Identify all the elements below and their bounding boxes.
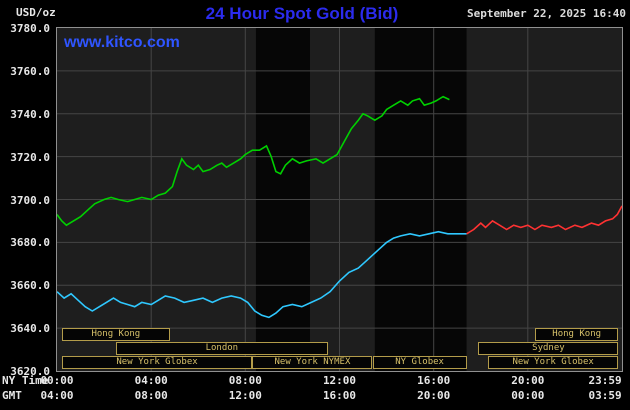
y-tick-label: 3700.0	[10, 193, 50, 207]
session-box-hong-kong: Hong Kong	[534, 328, 619, 341]
x-tick-label: 23:59	[588, 374, 622, 387]
x-tick-label: 16:00	[322, 389, 357, 402]
chart-svg	[57, 28, 622, 371]
x-tick-label: 20:00	[417, 389, 451, 402]
plot-area: Hong Kong Hong Kong London Sydney New York G…	[56, 27, 623, 372]
y-axis-unit-label: USD/oz	[16, 6, 56, 19]
session-box-sydney: Sydney	[478, 342, 619, 355]
session-box-ny-globex: NY Globex	[372, 356, 467, 369]
page-title: 24 Hour Spot Gold (Bid)	[205, 4, 399, 23]
session-box-new-york-globex: New York Globex	[61, 356, 253, 369]
x-tick-label: 20:00	[511, 374, 545, 387]
x-tick-label: 04:00	[134, 374, 168, 387]
x-axis-row-name: NY Time	[2, 374, 49, 387]
x-tick-label: 04:00	[40, 389, 74, 402]
y-tick-label: 3760.0	[10, 64, 50, 78]
y-tick-label: 3640.0	[10, 322, 50, 336]
x-tick-label: 12:00	[228, 389, 262, 402]
session-box-hong-kong: Hong Kong	[61, 328, 170, 341]
x-tick-label: 03:59	[588, 389, 622, 402]
session-box-new-york-nymex: New York NYMEX	[252, 356, 373, 369]
y-tick-label: 3660.0	[10, 279, 50, 293]
y-tick-label: 3740.0	[10, 107, 50, 121]
x-tick-label: 00:00	[40, 374, 74, 387]
datetime-label: September 22, 2025 16:40	[467, 7, 626, 20]
y-tick-label: 3680.0	[10, 236, 50, 250]
y-tick-label: 3720.0	[10, 150, 50, 164]
x-tick-label: 00:00	[511, 389, 545, 402]
x-tick-label: 12:00	[322, 374, 357, 387]
x-tick-label: 08:00	[134, 389, 168, 402]
x-tick-label: 08:00	[228, 374, 262, 387]
x-tick-label: 16:00	[417, 374, 451, 387]
kitco-watermark-link[interactable]: www.kitco.com	[64, 34, 180, 51]
y-tick-label: 3620.0	[10, 365, 50, 378]
y-tick-label: 3780.0	[10, 22, 50, 35]
x-axis-row-name: GMT	[2, 389, 22, 402]
session-box-new-york-globex: New York Globex	[487, 356, 619, 369]
session-box-london: London	[115, 342, 328, 355]
